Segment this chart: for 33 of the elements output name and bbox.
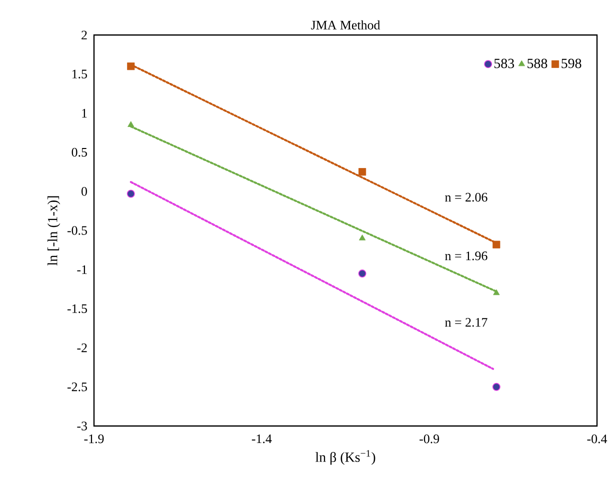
x-axis-title: ln β (Ks$^{−1}$): [315, 450, 376, 465]
x-tick-label: -1.4: [252, 434, 272, 444]
annotation: n = 2.06: [445, 192, 488, 202]
x-tick-label: -1.9: [84, 434, 104, 444]
point: [358, 270, 366, 278]
y-tick-label: 0.5: [72, 148, 87, 157]
point: [358, 168, 366, 176]
y-tick-label: 2: [82, 30, 87, 40]
x-tick-label: -0.9: [420, 434, 440, 444]
y-tick-label: 1.5: [72, 70, 87, 78]
y-tick-label: -2: [77, 344, 87, 352]
point: [127, 62, 135, 70]
y-tick-label: -2.5: [67, 382, 87, 392]
point: [492, 240, 500, 248]
legend-label: 588: [528, 58, 548, 68]
point: [126, 190, 135, 198]
y-tick-label: -0.5: [67, 226, 87, 235]
legend-label: 598: [562, 58, 582, 68]
annotation: n = 2.17: [445, 318, 488, 327]
point: [128, 121, 134, 127]
annotation: n = 1.96: [445, 252, 488, 260]
y-tick-label: -1: [77, 265, 87, 274]
chart-title: JMA Method: [311, 20, 380, 30]
y-tick-label: 1: [82, 108, 87, 118]
y-tick-label: -1.5: [67, 304, 87, 314]
y-tick-label: 0: [82, 187, 87, 196]
point: [492, 382, 500, 391]
legend-label: 583: [494, 58, 514, 68]
y-tick-label: -3: [77, 422, 87, 430]
point: [358, 234, 366, 240]
point: [493, 289, 500, 296]
x-tick-label: -0.4: [587, 434, 608, 444]
y-axis-title: ln [-ln (1-x)]: [47, 196, 60, 266]
